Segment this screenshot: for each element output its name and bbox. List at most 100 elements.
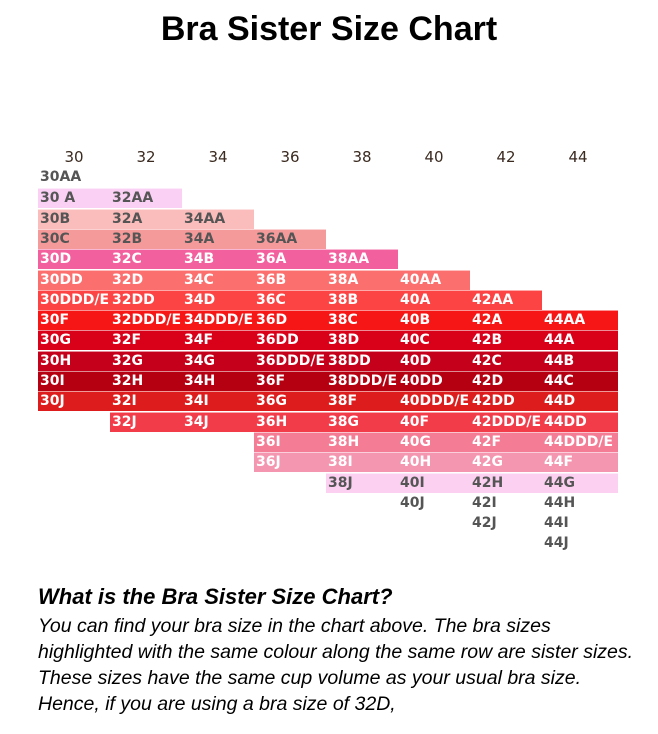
- size-cell: 36DD: [254, 330, 326, 351]
- size-cell: 44I: [542, 513, 618, 534]
- size-cell: 30B: [38, 208, 110, 229]
- size-cell: 32DD: [110, 289, 182, 310]
- size-cell: 42D: [470, 371, 542, 391]
- size-cell: 38DD: [326, 350, 398, 371]
- size-cell: 40I: [398, 472, 470, 493]
- info-heading: What is the Bra Sister Size Chart?: [38, 584, 393, 609]
- size-cell: 32DDD/E: [110, 310, 182, 331]
- size-cell: 36G: [254, 391, 326, 412]
- size-cell: 40F: [398, 411, 470, 432]
- size-cell: 32H: [110, 371, 182, 391]
- size-cell: 32B: [110, 228, 182, 249]
- size-cell: 32C: [110, 249, 182, 270]
- size-cell: 42B: [470, 330, 542, 351]
- size-cell: 40B: [398, 310, 470, 331]
- size-cell: 32F: [110, 330, 182, 351]
- size-cell: 38J: [326, 472, 398, 493]
- size-cell: 34J: [182, 411, 254, 432]
- size-cell: 38DDD/E: [326, 371, 398, 391]
- size-cell: 34AA: [182, 208, 254, 229]
- size-cell: 38AA: [326, 249, 398, 270]
- size-cell: 38F: [326, 391, 398, 412]
- size-cell: 36F: [254, 371, 326, 391]
- size-cell: 42DD: [470, 391, 542, 412]
- size-cell: 32I: [110, 391, 182, 412]
- size-cell: 30AA: [38, 168, 110, 188]
- size-cell: 36B: [254, 269, 326, 290]
- size-cell: 32J: [110, 411, 182, 432]
- size-cell: 38I: [326, 452, 398, 473]
- size-cell: 30H: [38, 350, 110, 371]
- size-cell: 34H: [182, 371, 254, 391]
- size-cell: 42DDD/E: [470, 411, 542, 432]
- size-cell: 40H: [398, 452, 470, 473]
- size-cell: 42J: [470, 513, 542, 534]
- size-cell: 34F: [182, 330, 254, 351]
- size-cell: 34D: [182, 289, 254, 310]
- size-cell: 38A: [326, 269, 398, 290]
- size-cell: 32G: [110, 350, 182, 371]
- size-cell: 44A: [542, 330, 618, 351]
- size-cell: 34I: [182, 391, 254, 412]
- size-cell: 30J: [38, 391, 110, 412]
- size-cell: 40AA: [398, 269, 470, 290]
- size-cell: 44F: [542, 452, 618, 473]
- size-cell: 36A: [254, 249, 326, 270]
- info-body: You can find your bra size in the chart …: [38, 615, 634, 715]
- size-cell: 30DD: [38, 269, 110, 290]
- size-cell: 44J: [542, 533, 618, 554]
- size-cell: 34A: [182, 228, 254, 249]
- size-cell: 40DDD/E: [398, 391, 470, 412]
- size-cell: 36AA: [254, 228, 326, 249]
- size-cell: 34C: [182, 269, 254, 290]
- size-cell: 30G: [38, 330, 110, 351]
- size-cell: 44G: [542, 472, 618, 493]
- size-cell: 42H: [470, 472, 542, 493]
- size-cell: 32A: [110, 208, 182, 229]
- size-cell: 42I: [470, 492, 542, 513]
- size-cell: 30F: [38, 310, 110, 331]
- size-cell: 40A: [398, 289, 470, 310]
- size-cell: 36I: [254, 431, 326, 452]
- size-cell: 30 A: [38, 188, 110, 209]
- size-cell: 44AA: [542, 310, 618, 331]
- size-cell: 42AA: [470, 289, 542, 310]
- size-cell: 34DDD/E: [182, 310, 254, 331]
- size-cell: 36DDD/E: [254, 350, 326, 371]
- size-cell: 38C: [326, 310, 398, 331]
- size-cell: 44D: [542, 391, 618, 412]
- size-cell: 32AA: [110, 188, 182, 209]
- info-section: What is the Bra Sister Size Chart? You c…: [38, 584, 638, 717]
- size-cell: 36C: [254, 289, 326, 310]
- size-cell: 38H: [326, 431, 398, 452]
- size-cell: 38G: [326, 411, 398, 432]
- page-title: Bra Sister Size Chart: [160, 10, 498, 48]
- size-cell: 30I: [38, 371, 110, 391]
- size-cell: 42G: [470, 452, 542, 473]
- size-cell: 36D: [254, 310, 326, 331]
- size-cell: 40G: [398, 431, 470, 452]
- size-cell: 34G: [182, 350, 254, 371]
- size-cell: 40J: [398, 492, 470, 513]
- size-cell: 36J: [254, 452, 326, 473]
- size-cell: 42F: [470, 431, 542, 452]
- size-cell: 42A: [470, 310, 542, 331]
- size-cell: 42C: [470, 350, 542, 371]
- size-cell: 44H: [542, 492, 618, 513]
- size-cell: 36H: [254, 411, 326, 432]
- size-cell: 38D: [326, 330, 398, 351]
- size-cell: 44DD: [542, 411, 618, 432]
- size-cell: 32D: [110, 269, 182, 290]
- size-cell: 34B: [182, 249, 254, 270]
- size-cell: 40DD: [398, 371, 470, 391]
- size-cell: 30D: [38, 249, 110, 270]
- size-cell: 40C: [398, 330, 470, 351]
- size-cell: 40D: [398, 350, 470, 371]
- size-cell: 44DDD/E: [542, 431, 618, 452]
- size-cell: 44C: [542, 371, 618, 391]
- size-cell: 38B: [326, 289, 398, 310]
- size-cell: 44B: [542, 350, 618, 371]
- size-cell: 30C: [38, 228, 110, 249]
- size-cell: 30DDD/E: [38, 289, 110, 310]
